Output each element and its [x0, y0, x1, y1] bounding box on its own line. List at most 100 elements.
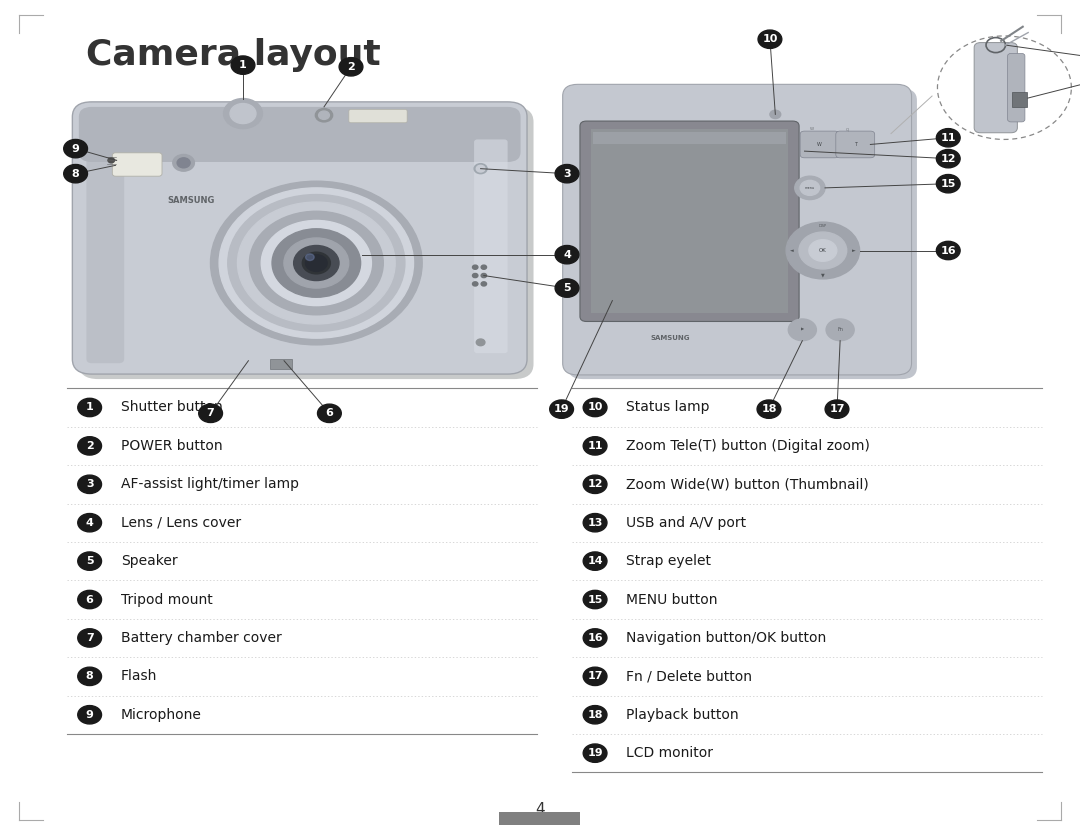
Text: 6: 6 [85, 595, 94, 605]
Text: 10: 10 [762, 34, 778, 44]
Text: Zoom Tele(T) button (Digital zoom): Zoom Tele(T) button (Digital zoom) [626, 439, 870, 453]
Circle shape [936, 149, 960, 168]
Circle shape [936, 175, 960, 193]
Text: 2: 2 [85, 441, 94, 451]
Text: 17: 17 [588, 671, 603, 681]
Text: 19: 19 [588, 748, 603, 758]
Circle shape [788, 319, 816, 341]
Text: 7: 7 [206, 408, 215, 418]
Text: Navigation button/OK button: Navigation button/OK button [626, 631, 826, 645]
Circle shape [770, 110, 781, 119]
Text: Fn: Fn [837, 327, 843, 332]
Text: 4: 4 [85, 518, 94, 528]
Circle shape [230, 104, 256, 124]
Circle shape [306, 254, 314, 261]
Text: Playback button: Playback button [626, 708, 739, 721]
Circle shape [284, 238, 349, 288]
Circle shape [108, 158, 114, 163]
Circle shape [476, 339, 485, 346]
Circle shape [78, 629, 102, 647]
Circle shape [177, 158, 190, 168]
Text: Battery chamber cover: Battery chamber cover [121, 631, 282, 645]
FancyBboxPatch shape [1012, 92, 1027, 107]
Circle shape [78, 706, 102, 724]
Circle shape [583, 706, 607, 724]
Text: W: W [810, 127, 814, 131]
Circle shape [238, 202, 395, 324]
Text: 12: 12 [941, 154, 956, 164]
FancyBboxPatch shape [974, 43, 1017, 133]
Circle shape [261, 220, 372, 306]
Circle shape [800, 180, 820, 195]
Circle shape [583, 744, 607, 762]
Circle shape [825, 400, 849, 418]
Circle shape [199, 404, 222, 423]
Circle shape [795, 176, 825, 200]
Text: ◄: ◄ [789, 248, 794, 253]
Text: 7: 7 [85, 633, 94, 643]
Text: LCD monitor: LCD monitor [626, 746, 714, 760]
Text: 3: 3 [563, 169, 571, 179]
Circle shape [211, 181, 422, 345]
Circle shape [826, 319, 854, 341]
Text: 13: 13 [588, 518, 603, 528]
Text: Microphone: Microphone [121, 708, 202, 721]
Text: Flash: Flash [121, 670, 158, 683]
Circle shape [482, 266, 487, 269]
Circle shape [482, 282, 487, 286]
Circle shape [583, 552, 607, 570]
Circle shape [78, 475, 102, 493]
Text: Zoom Wide(W) button (Thumbnail): Zoom Wide(W) button (Thumbnail) [626, 478, 869, 491]
Circle shape [173, 154, 194, 171]
Text: DISP: DISP [819, 225, 827, 228]
Circle shape [583, 514, 607, 532]
Text: 1: 1 [85, 402, 94, 412]
Circle shape [306, 255, 327, 271]
FancyBboxPatch shape [86, 113, 124, 363]
Text: SAMSUNG: SAMSUNG [650, 335, 689, 342]
Text: ►: ► [852, 248, 856, 253]
Circle shape [78, 514, 102, 532]
Text: Tripod mount: Tripod mount [121, 593, 213, 606]
FancyBboxPatch shape [580, 121, 799, 321]
Text: menu: menu [805, 186, 815, 190]
Text: POWER button: POWER button [121, 439, 222, 453]
Text: 15: 15 [941, 179, 956, 189]
Text: T: T [854, 142, 856, 147]
Circle shape [550, 400, 573, 418]
Text: 9: 9 [71, 144, 80, 154]
Text: 9: 9 [85, 710, 94, 720]
FancyBboxPatch shape [800, 131, 839, 158]
Circle shape [583, 398, 607, 417]
Text: Q: Q [846, 127, 849, 131]
Circle shape [583, 629, 607, 647]
Text: 8: 8 [85, 671, 94, 681]
FancyBboxPatch shape [474, 139, 508, 353]
Text: 11: 11 [588, 441, 603, 451]
Text: OK: OK [819, 248, 826, 253]
Circle shape [78, 398, 102, 417]
Circle shape [757, 400, 781, 418]
Circle shape [786, 222, 860, 279]
Circle shape [272, 229, 361, 297]
FancyBboxPatch shape [270, 359, 292, 369]
Text: Camera layout: Camera layout [86, 38, 381, 72]
Circle shape [78, 437, 102, 455]
Circle shape [78, 667, 102, 686]
Circle shape [583, 667, 607, 686]
Circle shape [339, 58, 363, 76]
FancyBboxPatch shape [79, 107, 521, 162]
Text: 5: 5 [85, 556, 94, 566]
Text: MENU button: MENU button [626, 593, 718, 606]
Circle shape [224, 99, 262, 129]
Text: USB and A/V port: USB and A/V port [626, 516, 746, 529]
Text: 3: 3 [85, 479, 94, 489]
Text: Fn / Delete button: Fn / Delete button [626, 670, 753, 683]
Circle shape [583, 475, 607, 493]
Circle shape [231, 56, 255, 74]
Circle shape [583, 437, 607, 455]
Text: 15: 15 [588, 595, 603, 605]
Text: 16: 16 [588, 633, 603, 643]
Circle shape [476, 165, 485, 172]
Circle shape [473, 266, 478, 269]
